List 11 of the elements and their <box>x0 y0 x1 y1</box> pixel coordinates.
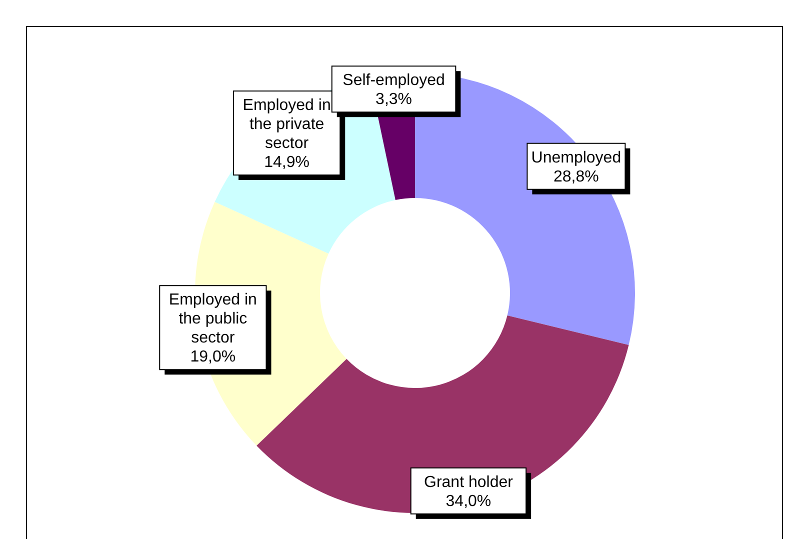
slice-label: Self-employed <box>342 72 445 90</box>
slice-label: Employed in the private sector <box>242 97 331 152</box>
data-label: 3,3% <box>376 91 412 108</box>
slice-label: Unemployed <box>531 149 622 166</box>
data-label: 34,0% <box>446 492 492 510</box>
data-label: 14,9% <box>264 154 310 172</box>
slice-label: Grant holder <box>424 474 514 491</box>
data-label: 28,8% <box>554 168 599 186</box>
donut-slice <box>256 315 629 513</box>
slice-label: Employed in the public sector <box>168 292 257 347</box>
data-label: 19,0% <box>190 348 236 366</box>
